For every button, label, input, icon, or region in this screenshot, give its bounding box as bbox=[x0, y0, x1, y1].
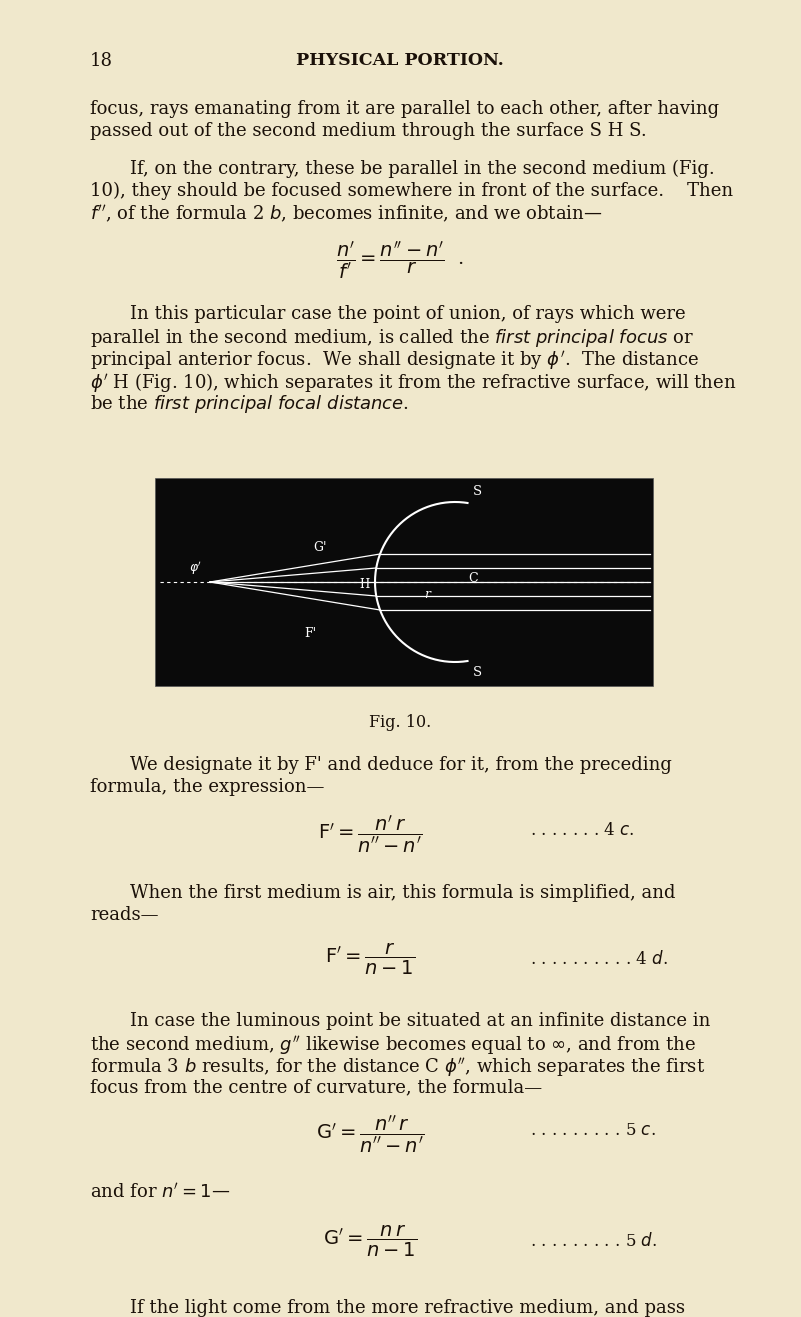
Text: F': F' bbox=[304, 627, 316, 640]
Text: When the first medium is air, this formula is simplified, and: When the first medium is air, this formu… bbox=[130, 884, 675, 902]
Text: H: H bbox=[360, 578, 370, 591]
Text: $\mathrm{G}' = \dfrac{n\,r}{n - 1}$: $\mathrm{G}' = \dfrac{n\,r}{n - 1}$ bbox=[323, 1223, 417, 1259]
Text: $\mathrm{F}' = \dfrac{n'\,r}{n'' - n'}$: $\mathrm{F}' = \dfrac{n'\,r}{n'' - n'}$ bbox=[318, 814, 422, 856]
Text: and for $n' = 1$—: and for $n' = 1$— bbox=[90, 1181, 230, 1201]
Text: C: C bbox=[468, 573, 477, 586]
Text: $\mathrm{F}' = \dfrac{r}{n - 1}$: $\mathrm{F}' = \dfrac{r}{n - 1}$ bbox=[325, 942, 415, 977]
Text: the second medium, $g''$ likewise becomes equal to $\infty$, and from the: the second medium, $g''$ likewise become… bbox=[90, 1034, 696, 1058]
Text: reads—: reads— bbox=[90, 906, 159, 925]
Text: r: r bbox=[425, 587, 430, 601]
Text: . . . . . . . 4 $c$.: . . . . . . . 4 $c$. bbox=[530, 822, 634, 839]
Text: parallel in the second medium, is called the $\mathit{first\ principal\ focus}$ : parallel in the second medium, is called… bbox=[90, 327, 694, 349]
Text: We designate it by F' and deduce for it, from the preceding: We designate it by F' and deduce for it,… bbox=[130, 756, 672, 774]
Text: S: S bbox=[473, 666, 481, 680]
Text: $\dfrac{n'}{f'} = \dfrac{n'' - n'}{r}$  .: $\dfrac{n'}{f'} = \dfrac{n'' - n'}{r}$ . bbox=[336, 240, 464, 282]
Text: $\mathrm{G}' = \dfrac{n''\,r}{n'' - n'}$: $\mathrm{G}' = \dfrac{n''\,r}{n'' - n'}$ bbox=[316, 1114, 425, 1155]
Text: Fig. 10.: Fig. 10. bbox=[369, 714, 431, 731]
Text: $f''$, of the formula 2 $b$, becomes infinite, and we obtain—: $f''$, of the formula 2 $b$, becomes inf… bbox=[90, 204, 602, 225]
Text: passed out of the second medium through the surface S H S.: passed out of the second medium through … bbox=[90, 122, 646, 140]
Text: focus, rays emanating from it are parallel to each other, after having: focus, rays emanating from it are parall… bbox=[90, 100, 719, 119]
Text: PHYSICAL PORTION.: PHYSICAL PORTION. bbox=[296, 51, 504, 68]
Text: S: S bbox=[473, 485, 481, 498]
Text: formula 3 $b$ results, for the distance C $\phi''$, which separates the first: formula 3 $b$ results, for the distance … bbox=[90, 1056, 706, 1079]
Text: . . . . . . . . . . 4 $d$.: . . . . . . . . . . 4 $d$. bbox=[530, 950, 668, 968]
Text: focus from the centre of curvature, the formula—: focus from the centre of curvature, the … bbox=[90, 1079, 542, 1096]
Text: formula, the expression—: formula, the expression— bbox=[90, 778, 324, 795]
Text: $\varphi'$: $\varphi'$ bbox=[189, 560, 202, 577]
Text: $\phi'$ H (Fig. 10), which separates it from the refractive surface, will then: $\phi'$ H (Fig. 10), which separates it … bbox=[90, 371, 736, 394]
Text: In case the luminous point be situated at an infinite distance in: In case the luminous point be situated a… bbox=[130, 1011, 710, 1030]
Text: principal anterior focus.  We shall designate it by $\phi'$.  The distance: principal anterior focus. We shall desig… bbox=[90, 349, 699, 371]
Text: If the light come from the more refractive medium, and pass: If the light come from the more refracti… bbox=[130, 1299, 685, 1317]
Text: In this particular case the point of union, of rays which were: In this particular case the point of uni… bbox=[130, 306, 686, 323]
Text: be the $\mathit{first\ principal\ focal\ distance}$.: be the $\mathit{first\ principal\ focal\… bbox=[90, 392, 409, 415]
Text: 10), they should be focused somewhere in front of the surface.    Then: 10), they should be focused somewhere in… bbox=[90, 182, 733, 200]
Text: G': G' bbox=[313, 541, 327, 554]
Bar bbox=[155, 478, 653, 686]
Text: 18: 18 bbox=[90, 51, 113, 70]
Text: If, on the contrary, these be parallel in the second medium (Fig.: If, on the contrary, these be parallel i… bbox=[130, 159, 714, 178]
Text: . . . . . . . . . 5 $c$.: . . . . . . . . . 5 $c$. bbox=[530, 1122, 656, 1139]
Text: . . . . . . . . . 5 $d$.: . . . . . . . . . 5 $d$. bbox=[530, 1231, 658, 1250]
